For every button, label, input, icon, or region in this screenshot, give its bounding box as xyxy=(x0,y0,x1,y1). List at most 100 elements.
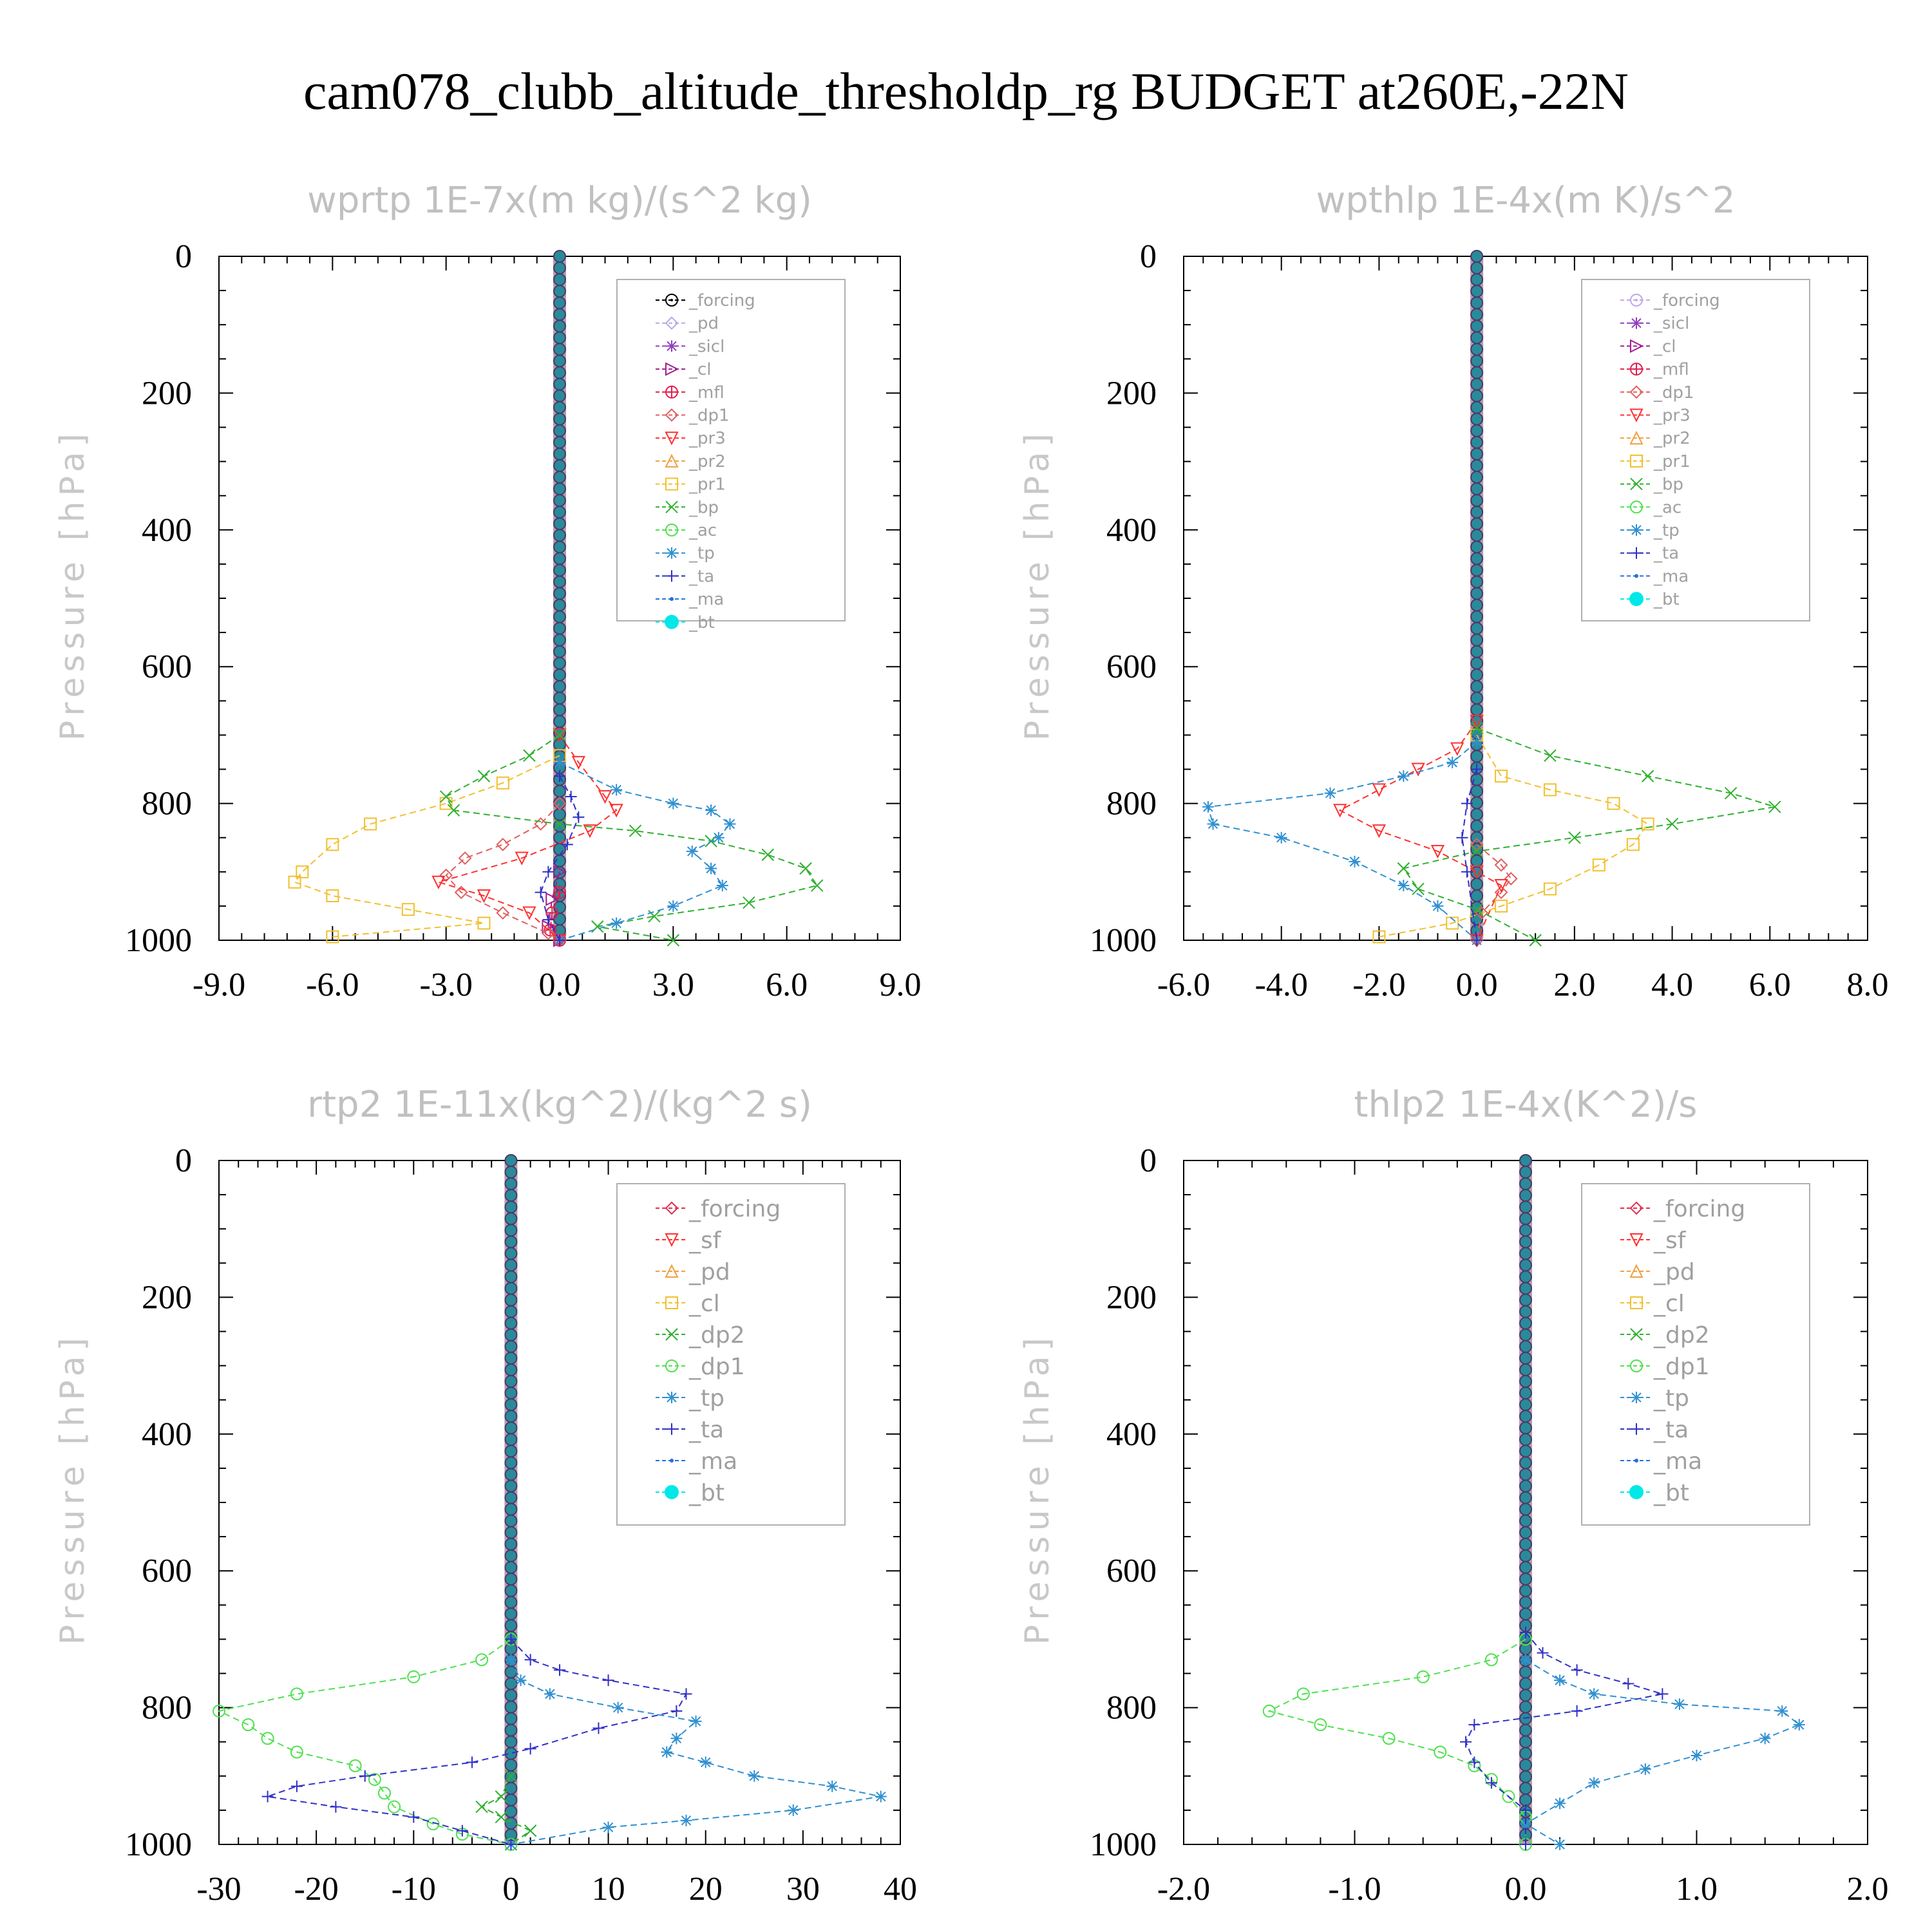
legend-label: _pr1 xyxy=(1653,452,1690,471)
y-tick-label: 1000 xyxy=(125,1826,192,1863)
data-point xyxy=(1296,1687,1310,1701)
data-point xyxy=(748,1770,761,1782)
zero-marker xyxy=(1519,1282,1532,1295)
data-point xyxy=(1544,749,1557,762)
data-point xyxy=(261,1790,274,1803)
data-point xyxy=(326,889,339,902)
data-point xyxy=(261,1732,274,1745)
data-point xyxy=(611,784,623,796)
zero-marker xyxy=(1519,1584,1532,1597)
legend-label: _sf xyxy=(1653,1227,1687,1254)
y-tick-label: 400 xyxy=(142,1416,192,1453)
data-point xyxy=(1411,762,1425,777)
legend-marker xyxy=(665,524,678,536)
legend-marker xyxy=(1630,294,1643,307)
zero-marker xyxy=(1519,1387,1532,1400)
data-point xyxy=(598,790,612,804)
data-point xyxy=(1554,1797,1566,1810)
zero-marker xyxy=(553,319,566,333)
zero-marker xyxy=(504,1421,518,1435)
data-point xyxy=(680,1688,692,1700)
legend-label: _sicl xyxy=(1653,314,1689,334)
legend-marker xyxy=(665,477,678,491)
data-point xyxy=(1665,817,1679,831)
x-tick-label: 20 xyxy=(689,1871,723,1908)
data-point xyxy=(496,776,509,790)
y-axis-label: Pressure [hPa] xyxy=(1018,428,1057,741)
panel-title: wpthlp 1E-4x(m K)/s^2 xyxy=(1316,180,1735,222)
data-point xyxy=(667,900,679,912)
zero-marker xyxy=(1519,1340,1532,1353)
data-point xyxy=(326,930,339,943)
data-point xyxy=(553,728,567,743)
data-point xyxy=(1450,742,1464,756)
data-point xyxy=(1470,715,1484,729)
zero-marker xyxy=(1519,1526,1532,1539)
zero-marker xyxy=(1470,750,1484,763)
data-point xyxy=(439,790,453,803)
zero-marker xyxy=(504,1747,518,1760)
series-dp1 xyxy=(213,1633,518,1851)
zero-marker xyxy=(504,1607,518,1621)
y-tick-label: 0 xyxy=(1140,1142,1157,1179)
series-tp xyxy=(1202,736,1483,946)
x-tick-label: -4.0 xyxy=(1255,967,1308,1003)
legend-box xyxy=(1581,1183,1810,1526)
data-point xyxy=(1202,800,1214,813)
zero-marker xyxy=(504,1735,518,1748)
legend-marker xyxy=(1631,1423,1642,1435)
zero-marker xyxy=(1519,1502,1532,1516)
zero-marker xyxy=(1519,1166,1532,1179)
zero-marker xyxy=(553,494,566,507)
zero-marker xyxy=(553,250,566,263)
zero-marker xyxy=(1470,540,1484,554)
series-line xyxy=(445,734,819,941)
zero-marker xyxy=(1470,854,1484,867)
legend-marker xyxy=(666,547,677,559)
data-point xyxy=(475,1800,488,1814)
series-line xyxy=(1267,1638,1526,1844)
data-point xyxy=(571,755,586,770)
data-point xyxy=(407,1670,421,1683)
series-tp xyxy=(1520,1654,1805,1850)
zero-marker xyxy=(553,656,566,670)
series-ta xyxy=(535,770,585,946)
data-point xyxy=(522,906,536,920)
legend-marker xyxy=(665,1201,679,1215)
y-axis-label: Pressure [hPa] xyxy=(53,428,92,741)
zero-marker xyxy=(1470,389,1484,402)
zero-marker xyxy=(1519,1468,1532,1481)
data-point xyxy=(388,1800,401,1814)
x-tick-label: -2.0 xyxy=(1352,967,1405,1003)
data-point xyxy=(686,845,698,857)
data-point xyxy=(242,1718,255,1732)
legend-marker xyxy=(1629,592,1643,607)
panel-2: wpthlp 1E-4x(m K)/s^2 Pressure [hPa] 0 200 4… xyxy=(1018,180,1889,1003)
data-point xyxy=(458,851,472,865)
legend-marker xyxy=(1630,454,1643,468)
legend-marker xyxy=(666,340,677,352)
data-point xyxy=(561,838,573,851)
legend-label: _mfl xyxy=(688,383,724,402)
zero-marker xyxy=(1519,1363,1532,1376)
series-ta xyxy=(1460,1626,1669,1850)
zero-column xyxy=(504,1154,518,1844)
legend-label: _bt xyxy=(1653,590,1680,609)
data-point xyxy=(1554,1839,1566,1850)
y-tick-label: 600 xyxy=(1106,649,1157,685)
zero-marker xyxy=(504,1793,518,1806)
data-point xyxy=(724,818,736,830)
zero-marker xyxy=(1519,1677,1532,1690)
zero-marker xyxy=(553,285,566,298)
legend-marker xyxy=(1630,477,1643,491)
zero-marker xyxy=(553,796,566,810)
legend-marker xyxy=(1630,1328,1643,1341)
series-tp xyxy=(505,1654,887,1850)
data-point xyxy=(535,886,547,898)
zero-marker xyxy=(1519,1316,1532,1330)
data-point xyxy=(1397,770,1410,782)
y-tick-label: 200 xyxy=(142,1279,192,1316)
data-point xyxy=(592,1722,605,1734)
zero-marker xyxy=(504,1340,518,1353)
zero-marker xyxy=(1519,1189,1532,1202)
